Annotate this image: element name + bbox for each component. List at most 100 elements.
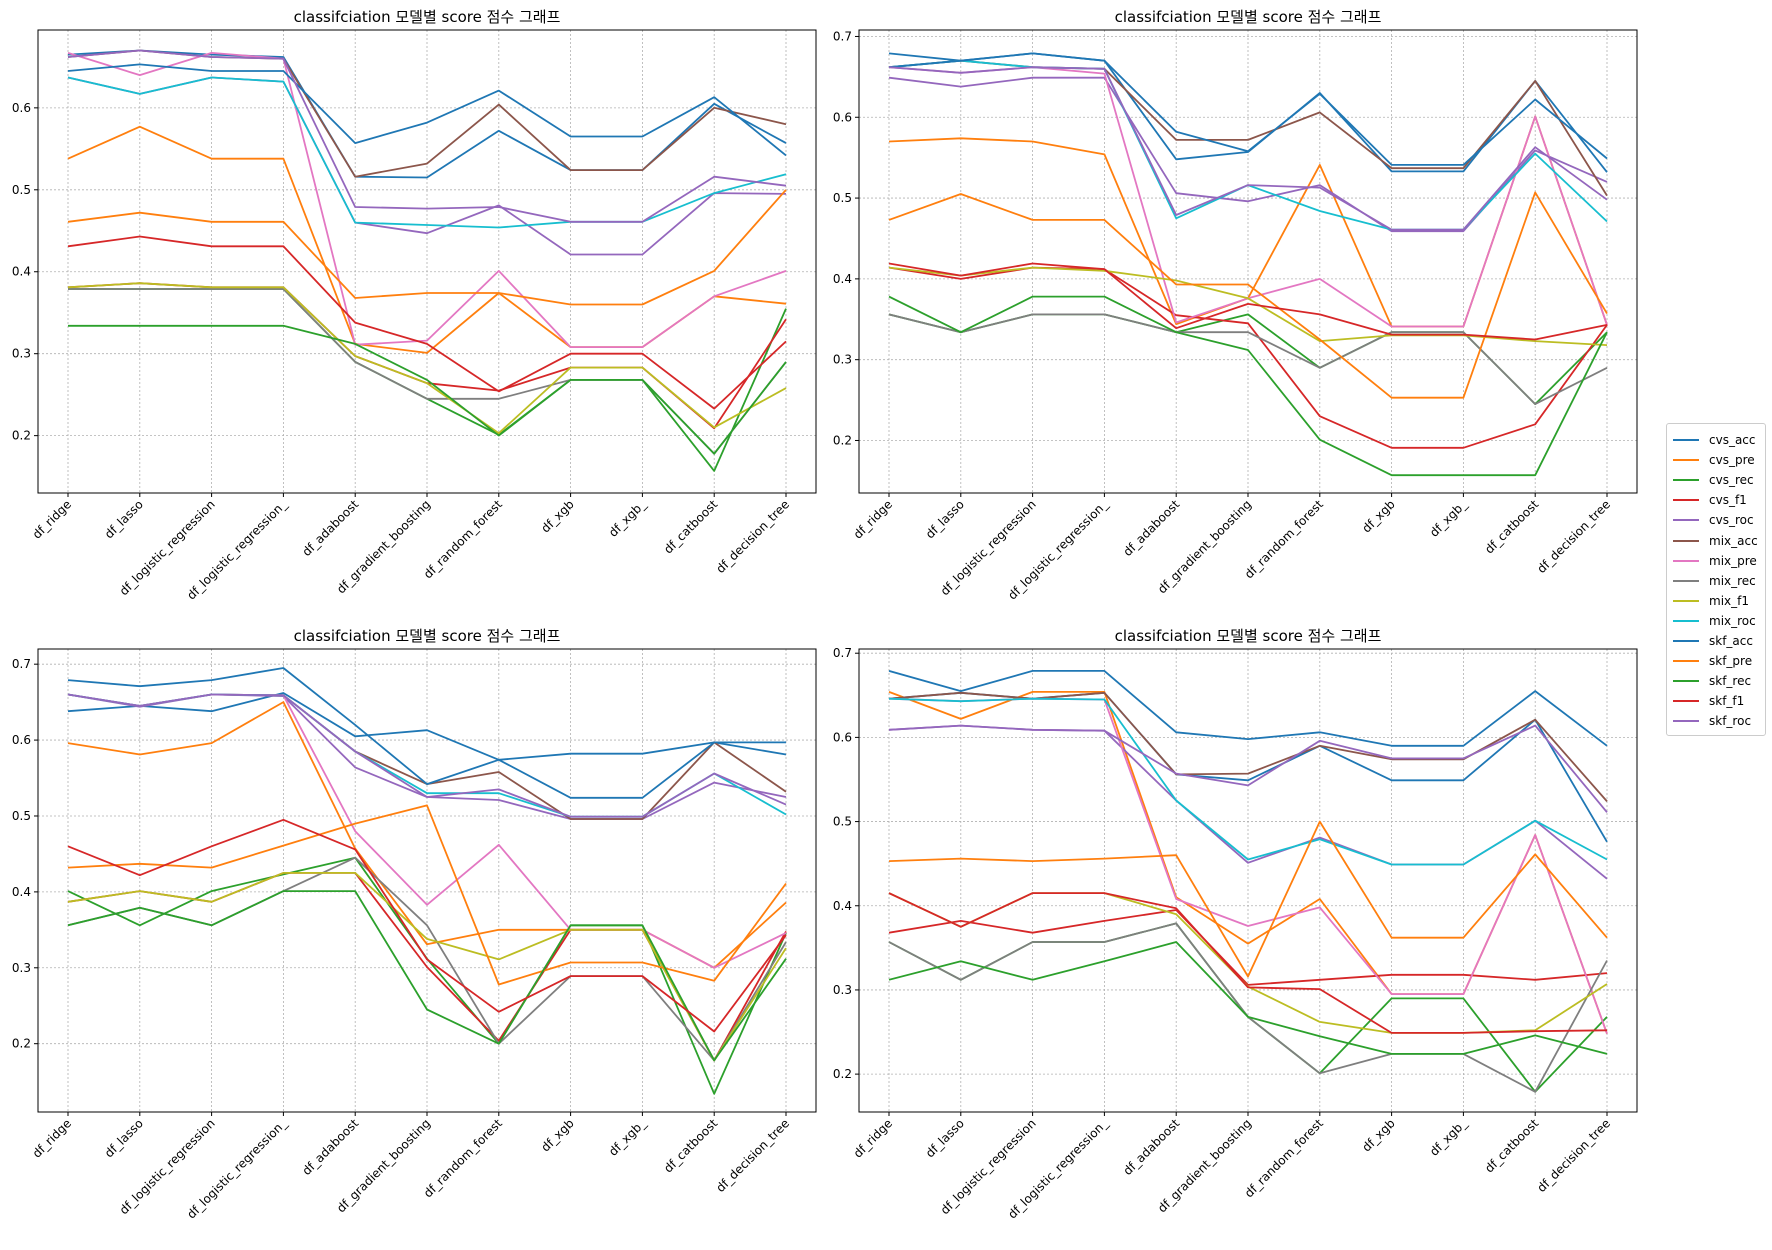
legend-label: skf_f1 bbox=[1709, 694, 1745, 709]
legend-item-cvs_roc: cvs_roc bbox=[1673, 510, 1759, 530]
x-tick-label: df_ridge bbox=[30, 497, 74, 541]
x-tick-label: df_catboost bbox=[1482, 1116, 1541, 1175]
legend-label: cvs_acc bbox=[1709, 433, 1756, 448]
y-tick-label: 0.6 bbox=[12, 101, 31, 115]
legend-item-skf_rec: skf_rec bbox=[1673, 671, 1759, 691]
series-line-cvs_f1 bbox=[888, 909, 1608, 986]
x-tick-label: df_decision_tree bbox=[1534, 497, 1613, 576]
legend-swatch bbox=[1673, 479, 1699, 482]
series-line-skf_roc bbox=[888, 66, 1608, 231]
legend-swatch bbox=[1673, 720, 1699, 723]
legend-item-skf_acc: skf_acc bbox=[1673, 631, 1759, 651]
x-tick-label: df_xgb bbox=[538, 1116, 576, 1154]
y-tick-label: 0.3 bbox=[12, 961, 31, 975]
series-line-skf_pre bbox=[67, 189, 787, 306]
legend-swatch bbox=[1673, 639, 1699, 642]
legend-label: skf_roc bbox=[1709, 714, 1752, 729]
series-line-cvs_acc bbox=[67, 49, 787, 179]
legend-swatch bbox=[1673, 539, 1699, 542]
series-line-skf_f1 bbox=[67, 235, 787, 410]
x-tick-label: df_lasso bbox=[923, 1116, 967, 1160]
chart-panel-1: 0.20.30.40.50.6df_ridge df_lassodf_logist… bbox=[12, 8, 817, 602]
series-line-skf_rec bbox=[68, 324, 787, 455]
series-line-skf_roc bbox=[67, 49, 787, 223]
legend-item-cvs_pre: cvs_pre bbox=[1673, 450, 1759, 470]
series-line-mix_roc bbox=[67, 76, 787, 229]
series-line-cvs_acc bbox=[67, 692, 787, 761]
series-line-skf_acc bbox=[67, 63, 787, 157]
series-line-skf_roc bbox=[67, 693, 787, 818]
x-tick-label: df_ridge bbox=[851, 497, 895, 541]
y-tick-label: 0.6 bbox=[12, 733, 31, 747]
x-tick-label: df_xgb bbox=[1359, 497, 1397, 535]
legend-swatch bbox=[1673, 660, 1699, 663]
legend-item-cvs_rec: cvs_rec bbox=[1673, 470, 1759, 490]
x-tick-label: df_ridge bbox=[30, 1116, 74, 1160]
x-tick-label: df_random_forest bbox=[1242, 1116, 1326, 1200]
y-tick-label: 0.7 bbox=[833, 29, 852, 43]
y-tick-label: 0.6 bbox=[833, 730, 852, 744]
x-tick-label: df_decision_tree bbox=[713, 497, 792, 576]
x-tick-label: df_xgb bbox=[1359, 1116, 1397, 1154]
legend-item-mix_roc: mix_roc bbox=[1673, 611, 1759, 631]
legend-label: cvs_rec bbox=[1709, 473, 1754, 488]
chart-title: classifciation 모델별 score 점수 그래프 bbox=[1115, 8, 1382, 26]
chart-title: classifciation 모델별 score 점수 그래프 bbox=[294, 8, 561, 26]
chart-title: classifciation 모델별 score 점수 그래프 bbox=[1115, 627, 1382, 645]
legend-swatch bbox=[1673, 439, 1699, 442]
y-tick-label: 0.5 bbox=[12, 183, 31, 197]
y-tick-label: 0.2 bbox=[12, 429, 31, 443]
series-line-skf_acc bbox=[888, 52, 1608, 166]
x-tick-label: df_adaboost bbox=[299, 497, 361, 559]
series-line-mix_acc bbox=[888, 691, 1608, 802]
y-tick-label: 0.2 bbox=[833, 433, 852, 447]
legend-swatch bbox=[1673, 619, 1699, 622]
series-line-skf_rec bbox=[67, 890, 787, 1062]
series-line-cvs_f1 bbox=[888, 266, 1608, 449]
x-tick-label: df_adaboost bbox=[1120, 1116, 1182, 1178]
series-line-mix_acc bbox=[67, 49, 787, 178]
legend-swatch bbox=[1673, 680, 1699, 683]
y-tick-label: 0.5 bbox=[833, 815, 852, 829]
series-line-skf_rec bbox=[888, 941, 1608, 1055]
series-line-mix_rec bbox=[888, 313, 1608, 406]
y-tick-label: 0.3 bbox=[833, 983, 852, 997]
legend-swatch bbox=[1673, 499, 1699, 502]
legend-item-mix_acc: mix_acc bbox=[1673, 530, 1759, 550]
legend-label: skf_pre bbox=[1709, 654, 1753, 669]
y-tick-label: 0.4 bbox=[833, 272, 852, 286]
chart-title: classifciation 모델별 score 점수 그래프 bbox=[294, 627, 561, 645]
legend-swatch bbox=[1673, 519, 1699, 522]
y-tick-label: 0.4 bbox=[12, 885, 31, 899]
series-line-mix_pre bbox=[67, 52, 787, 349]
x-tick-label: df_catboost bbox=[661, 497, 720, 556]
series-line-skf_pre bbox=[888, 191, 1608, 399]
legend-label: cvs_pre bbox=[1709, 453, 1755, 468]
legend-item-skf_f1: skf_f1 bbox=[1673, 691, 1759, 711]
series-line-mix_f1 bbox=[67, 872, 787, 1062]
series-line-skf_acc bbox=[888, 670, 1608, 747]
y-tick-label: 0.4 bbox=[833, 899, 852, 913]
x-tick-label: df_random_forest bbox=[421, 497, 505, 581]
x-tick-label: df_random_forest bbox=[421, 1116, 505, 1200]
x-tick-label: df_catboost bbox=[661, 1116, 720, 1175]
x-tick-label: df_xgb bbox=[538, 497, 576, 535]
legend-item-mix_f1: mix_f1 bbox=[1673, 591, 1759, 611]
legend-label: mix_pre bbox=[1709, 553, 1757, 568]
x-tick-label: df_random_forest bbox=[1242, 497, 1326, 581]
x-tick-label: df_xgb_ bbox=[1427, 1116, 1470, 1159]
legend-item-mix_pre: mix_pre bbox=[1673, 551, 1759, 571]
legend-item-skf_pre: skf_pre bbox=[1673, 651, 1759, 671]
legend-item-cvs_acc: cvs_acc bbox=[1673, 430, 1759, 450]
y-tick-label: 0.5 bbox=[12, 809, 31, 823]
legend-swatch bbox=[1673, 599, 1699, 602]
series-line-skf_rec bbox=[888, 295, 1608, 477]
series-line-skf_acc bbox=[67, 667, 786, 799]
y-tick-label: 0.7 bbox=[833, 646, 852, 660]
y-tick-label: 0.4 bbox=[12, 265, 31, 279]
x-tick-label: df_lasso bbox=[102, 1116, 146, 1160]
series-line-mix_roc bbox=[888, 697, 1608, 866]
series-line-skf_f1 bbox=[67, 818, 787, 1033]
legend-item-cvs_f1: cvs_f1 bbox=[1673, 490, 1759, 510]
